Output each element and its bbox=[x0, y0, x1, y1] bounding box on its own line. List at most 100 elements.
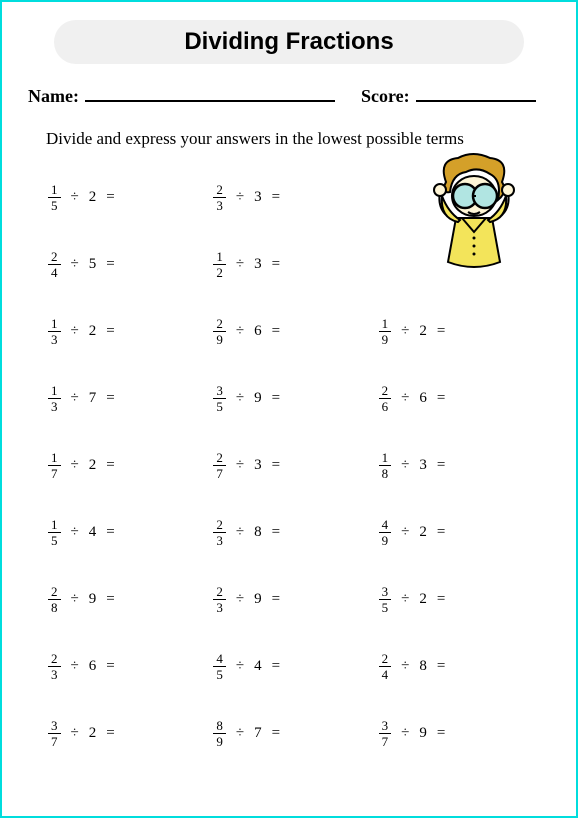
numerator: 3 bbox=[379, 585, 392, 599]
divisor: 2 bbox=[89, 725, 97, 742]
fraction: 28 bbox=[48, 585, 61, 614]
fraction: 35 bbox=[213, 384, 226, 413]
problem-item: 89÷7= bbox=[213, 709, 378, 757]
denominator: 8 bbox=[379, 465, 392, 480]
fraction: 27 bbox=[213, 451, 226, 480]
equals-symbol: = bbox=[272, 256, 280, 273]
fraction: 37 bbox=[48, 719, 61, 748]
equals-symbol: = bbox=[106, 725, 114, 742]
numerator: 2 bbox=[213, 518, 226, 532]
equals-symbol: = bbox=[437, 658, 445, 675]
divisor: 2 bbox=[89, 189, 97, 206]
score-blank[interactable] bbox=[416, 82, 536, 102]
denominator: 9 bbox=[379, 331, 392, 346]
problem-item: 23÷8= bbox=[213, 508, 378, 556]
numerator: 4 bbox=[213, 652, 226, 666]
divisor: 2 bbox=[419, 524, 427, 541]
equals-symbol: = bbox=[272, 457, 280, 474]
problem-item: 37÷9= bbox=[379, 709, 544, 757]
equals-symbol: = bbox=[106, 457, 114, 474]
fraction: 89 bbox=[213, 719, 226, 748]
page-title: Dividing Fractions bbox=[184, 28, 393, 55]
fraction: 13 bbox=[48, 384, 61, 413]
denominator: 8 bbox=[48, 599, 61, 614]
denominator: 5 bbox=[213, 666, 226, 681]
fraction: 24 bbox=[48, 250, 61, 279]
equals-symbol: = bbox=[272, 390, 280, 407]
fraction: 18 bbox=[379, 451, 392, 480]
divisor: 3 bbox=[254, 457, 262, 474]
divide-symbol: ÷ bbox=[236, 323, 244, 340]
numerator: 2 bbox=[213, 183, 226, 197]
fraction: 15 bbox=[48, 183, 61, 212]
denominator: 5 bbox=[213, 398, 226, 413]
denominator: 9 bbox=[213, 331, 226, 346]
divisor: 9 bbox=[89, 591, 97, 608]
problem-item: 45÷4= bbox=[213, 642, 378, 690]
divide-symbol: ÷ bbox=[236, 524, 244, 541]
denominator: 5 bbox=[48, 532, 61, 547]
denominator: 3 bbox=[48, 331, 61, 346]
equals-symbol: = bbox=[272, 189, 280, 206]
denominator: 4 bbox=[379, 666, 392, 681]
divide-symbol: ÷ bbox=[401, 323, 409, 340]
denominator: 9 bbox=[213, 733, 226, 748]
numerator: 1 bbox=[48, 518, 61, 532]
problem-item: 35÷9= bbox=[213, 374, 378, 422]
numerator: 1 bbox=[379, 451, 392, 465]
fraction: 23 bbox=[213, 585, 226, 614]
fraction: 12 bbox=[213, 250, 226, 279]
divisor: 6 bbox=[89, 658, 97, 675]
fraction: 37 bbox=[379, 719, 392, 748]
equals-symbol: = bbox=[437, 457, 445, 474]
problem-item: 15÷4= bbox=[48, 508, 213, 556]
numerator: 8 bbox=[213, 719, 226, 733]
problem-item: 24÷5= bbox=[48, 240, 213, 288]
problem-item: 35÷2= bbox=[379, 575, 544, 623]
divide-symbol: ÷ bbox=[236, 658, 244, 675]
problem-item: 18÷3= bbox=[379, 441, 544, 489]
divide-symbol: ÷ bbox=[236, 457, 244, 474]
equals-symbol: = bbox=[106, 323, 114, 340]
fraction: 24 bbox=[379, 652, 392, 681]
numerator: 2 bbox=[48, 585, 61, 599]
divide-symbol: ÷ bbox=[401, 524, 409, 541]
numerator: 2 bbox=[213, 451, 226, 465]
fraction: 15 bbox=[48, 518, 61, 547]
denominator: 3 bbox=[48, 666, 61, 681]
divisor: 9 bbox=[254, 390, 262, 407]
denominator: 2 bbox=[213, 264, 226, 279]
denominator: 7 bbox=[379, 733, 392, 748]
numerator: 2 bbox=[213, 317, 226, 331]
equals-symbol: = bbox=[106, 658, 114, 675]
problem-item: 28÷9= bbox=[48, 575, 213, 623]
divide-symbol: ÷ bbox=[71, 524, 79, 541]
divide-symbol: ÷ bbox=[401, 591, 409, 608]
divide-symbol: ÷ bbox=[71, 256, 79, 273]
problem-item: 13÷2= bbox=[48, 307, 213, 355]
problem-item: 12 ÷ 3 = bbox=[213, 240, 378, 288]
divide-symbol: ÷ bbox=[236, 256, 244, 273]
divisor: 6 bbox=[254, 323, 262, 340]
divisor: 4 bbox=[89, 524, 97, 541]
name-blank[interactable] bbox=[85, 82, 335, 102]
equals-symbol: = bbox=[106, 390, 114, 407]
divide-symbol: ÷ bbox=[236, 591, 244, 608]
fraction: 35 bbox=[379, 585, 392, 614]
denominator: 7 bbox=[48, 465, 61, 480]
title-banner: Dividing Fractions bbox=[54, 20, 524, 64]
divide-symbol: ÷ bbox=[71, 725, 79, 742]
divisor: 3 bbox=[254, 256, 262, 273]
denominator: 6 bbox=[379, 398, 392, 413]
fraction: 29 bbox=[213, 317, 226, 346]
equals-symbol: = bbox=[437, 524, 445, 541]
numerator: 2 bbox=[379, 384, 392, 398]
problem-item: 27 ÷ 3 = bbox=[213, 441, 378, 489]
fraction: 23 bbox=[213, 183, 226, 212]
problem-item: 26÷6= bbox=[379, 374, 544, 422]
denominator: 5 bbox=[48, 197, 61, 212]
equals-symbol: = bbox=[437, 725, 445, 742]
denominator: 7 bbox=[213, 465, 226, 480]
numerator: 4 bbox=[379, 518, 392, 532]
fraction: 45 bbox=[213, 652, 226, 681]
